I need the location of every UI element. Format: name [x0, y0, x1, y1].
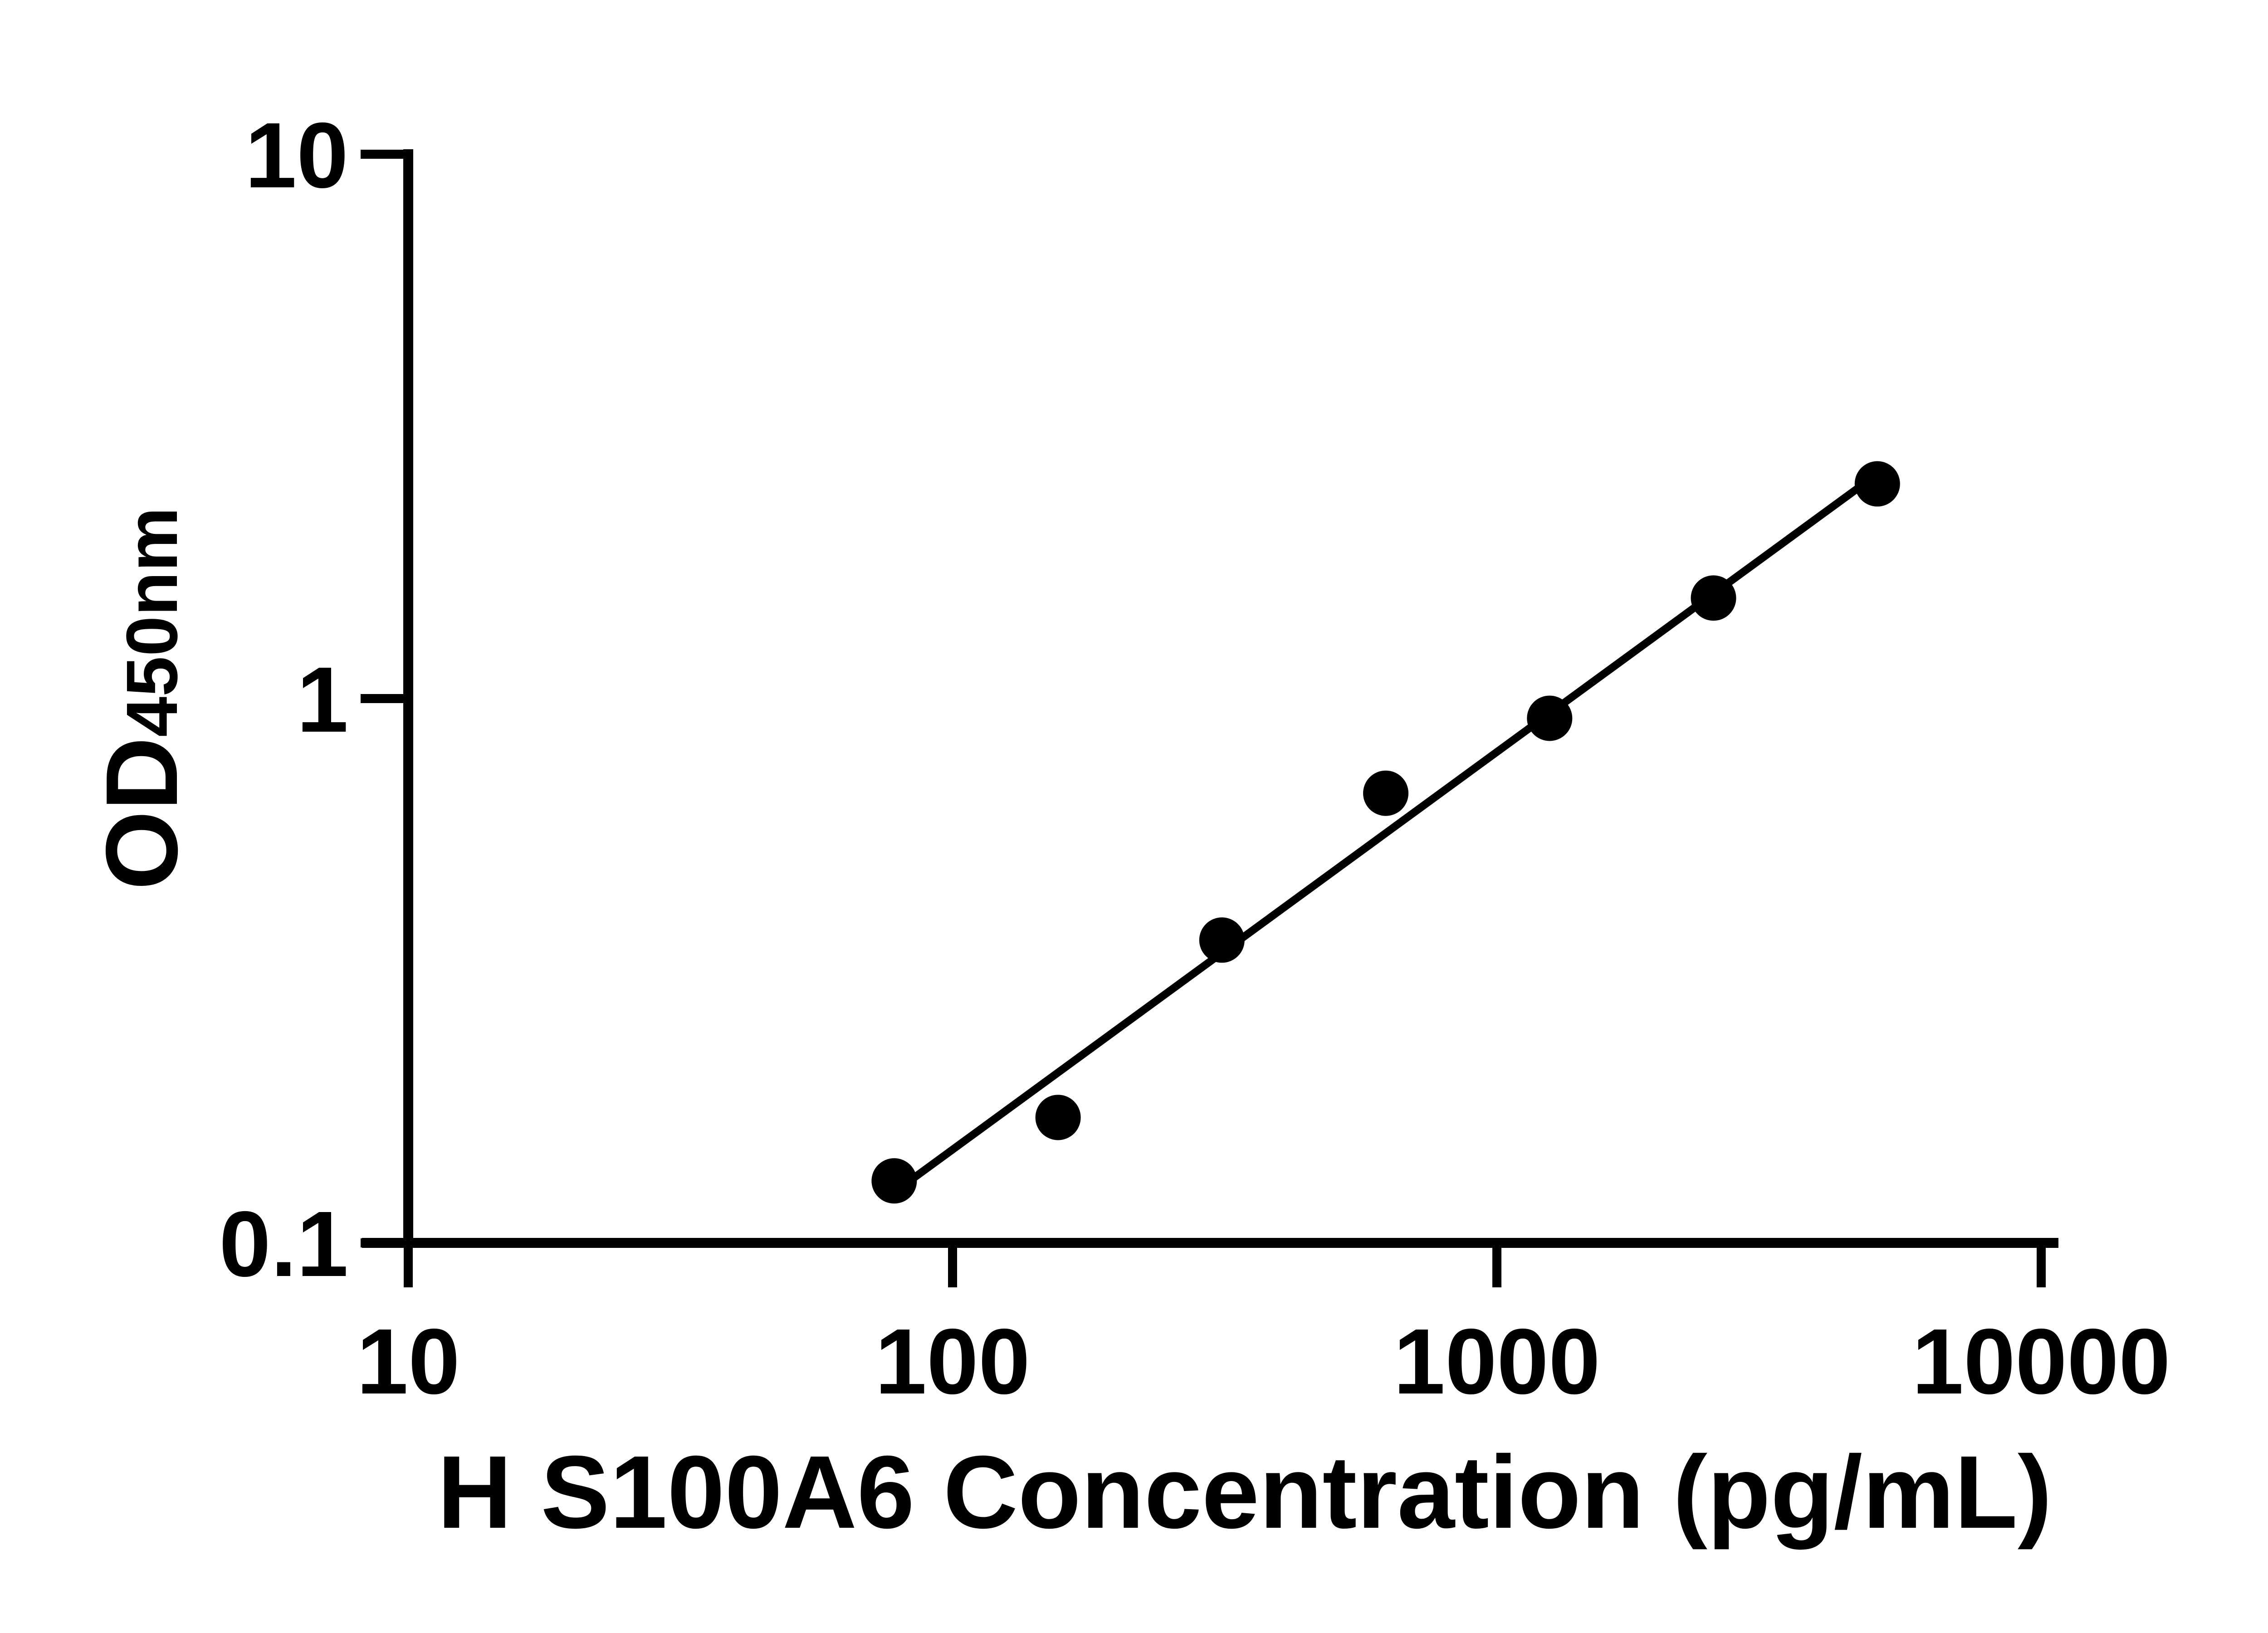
y-tick-label: 1 [297, 648, 348, 752]
x-axis-title: H S100A6 Concentration (pg/mL) [437, 1435, 2052, 1550]
x-tick-label: 10000 [1912, 1310, 2170, 1413]
y-axis-title-main: OD [84, 737, 199, 890]
data-point [871, 1158, 917, 1204]
trend-line [892, 471, 1880, 1196]
x-tick-label: 10 [357, 1310, 460, 1413]
y-tick-label: 10 [245, 103, 348, 207]
x-tick-label: 100 [875, 1310, 1030, 1413]
plot-content: 10 100 1000 10000 0.1 1 10 [219, 103, 2170, 1413]
y-axis-title-sub: 450nm [111, 507, 192, 737]
data-point [1527, 695, 1573, 741]
data-point [1199, 917, 1245, 963]
data-point [1854, 461, 1900, 507]
y-tick-label: 0.1 [219, 1192, 348, 1296]
y-axis-title: OD450nm [84, 507, 199, 890]
data-point [1363, 770, 1409, 816]
x-tick-label: 1000 [1393, 1310, 1600, 1413]
data-point [1691, 575, 1736, 621]
data-point [1035, 1095, 1081, 1140]
